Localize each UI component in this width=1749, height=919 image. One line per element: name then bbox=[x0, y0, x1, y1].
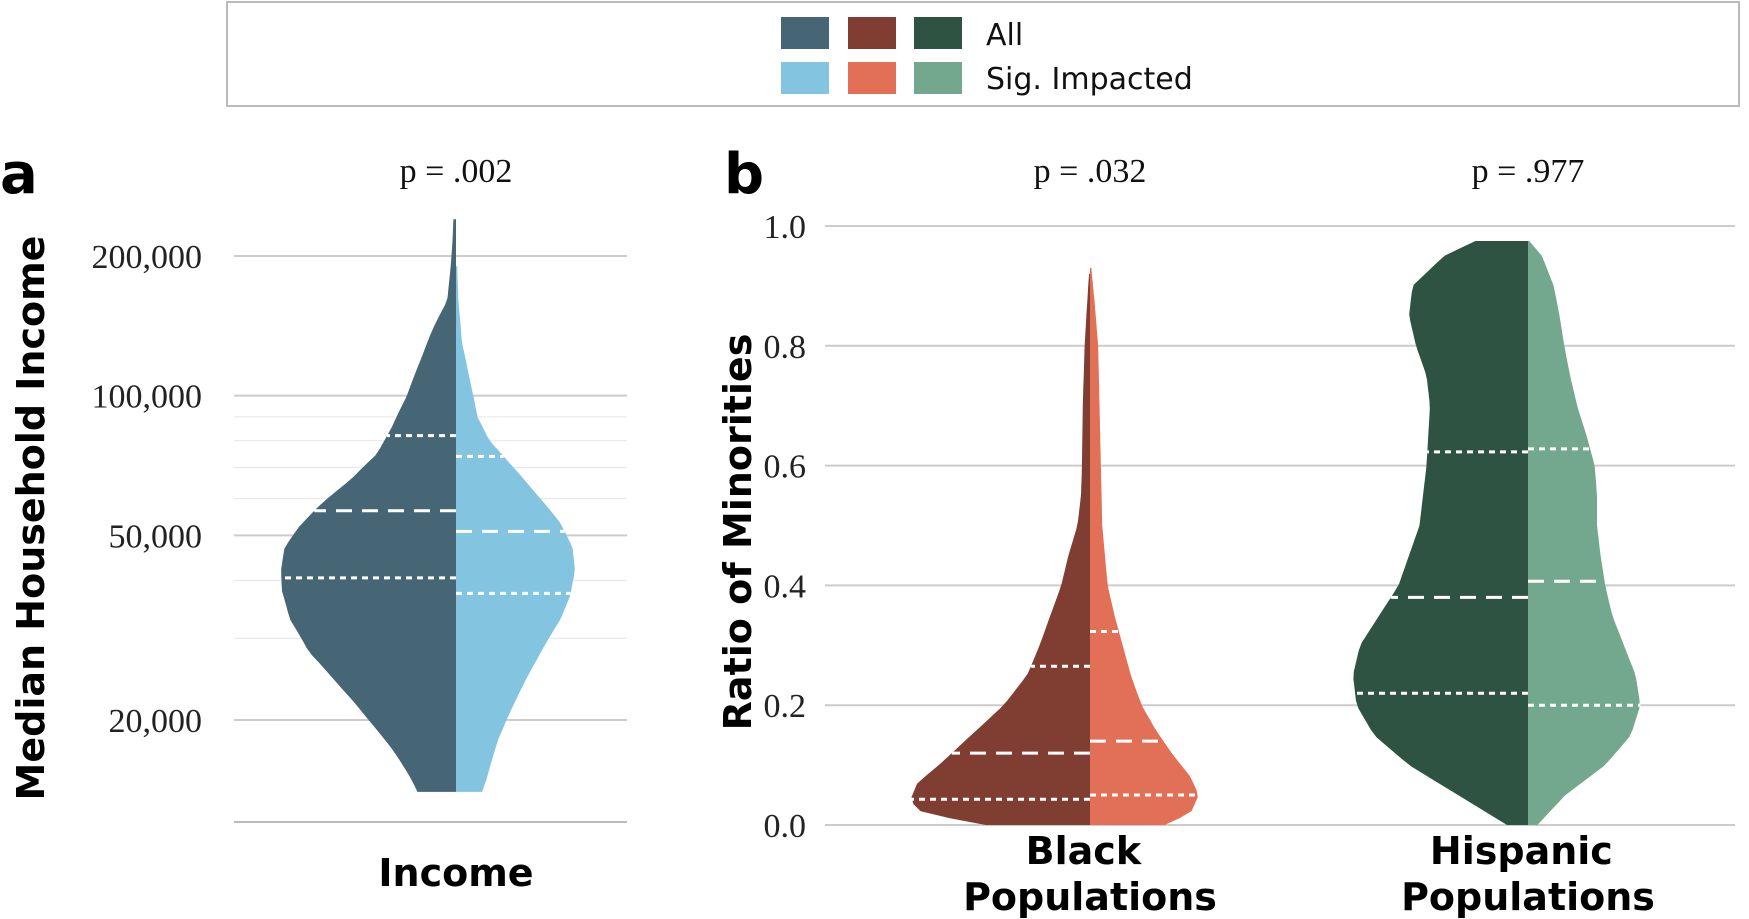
legend-swatch-all-income bbox=[781, 17, 829, 49]
y-tick-label: 0.6 bbox=[764, 449, 807, 486]
y-tick-label: 0.2 bbox=[764, 688, 807, 725]
panel-a-y-ticks: 20,000 50,000 100,000 200,000 bbox=[92, 239, 203, 740]
y-tick-label: 20,000 bbox=[109, 703, 203, 740]
y-tick-label: 0.8 bbox=[764, 329, 807, 366]
p-value-black: p = .032 bbox=[1034, 153, 1147, 190]
legend-swatch-all-hispanic bbox=[914, 17, 962, 49]
violin-hispanic-sig-body bbox=[1528, 241, 1640, 825]
y-tick-label: 100,000 bbox=[92, 379, 203, 416]
x-label-black-line-2: Populations bbox=[963, 875, 1217, 919]
legend-swatch-sig-income bbox=[781, 62, 829, 94]
panel-label-b: b bbox=[724, 142, 764, 207]
panel-b-violins bbox=[910, 241, 1641, 825]
x-label-black-line-1: Black bbox=[1026, 829, 1142, 873]
legend: All Sig. Impacted bbox=[226, 1, 1740, 107]
violin-black-sig-body bbox=[1090, 267, 1198, 825]
y-tick-label: 0.4 bbox=[764, 568, 807, 605]
legend-label-all: All bbox=[986, 18, 1023, 53]
panel-a-violins bbox=[281, 219, 575, 792]
violin-hispanic-all-body bbox=[1353, 241, 1528, 825]
legend-swatch-sig-black bbox=[848, 62, 896, 94]
legend-swatch-all-black bbox=[848, 17, 896, 49]
x-label-hispanic-line-1: Hispanic bbox=[1430, 829, 1613, 873]
legend-frame bbox=[226, 1, 1740, 107]
x-label-hispanic-line-2: Populations bbox=[1401, 875, 1655, 919]
p-value-income: p = .002 bbox=[400, 153, 513, 190]
x-label-black-populations: Black Populations bbox=[963, 829, 1217, 919]
y-axis-title-income: Median Household Income bbox=[9, 236, 53, 801]
panel-b-plot: 0.0 0.2 0.4 0.6 0.8 1.0 p = .032 p = .977 Bla… bbox=[764, 153, 1735, 919]
panel-a-plot: 20,000 50,000 100,000 200,000 p = .002 Inco… bbox=[92, 153, 627, 895]
violin-black-all-body bbox=[911, 273, 1090, 825]
x-label-hispanic-populations: Hispanic Populations bbox=[1401, 829, 1655, 919]
legend-label-sig-impacted: Sig. Impacted bbox=[986, 62, 1193, 97]
panel-b-gridlines bbox=[825, 225, 1735, 826]
y-tick-label: 200,000 bbox=[92, 239, 203, 276]
y-tick-label: 0.0 bbox=[764, 808, 807, 845]
violin-income-sig-body bbox=[456, 266, 575, 792]
y-tick-label: 50,000 bbox=[109, 518, 203, 555]
y-axis-title-minorities: Ratio of Minorities bbox=[716, 334, 760, 731]
y-tick-label: 1.0 bbox=[764, 209, 807, 246]
p-value-hispanic: p = .977 bbox=[1472, 153, 1585, 190]
legend-swatch-sig-hispanic bbox=[914, 62, 962, 94]
panel-label-a: a bbox=[0, 142, 38, 207]
panel-b-y-ticks: 0.0 0.2 0.4 0.6 0.8 1.0 bbox=[764, 209, 807, 845]
x-label-income: Income bbox=[378, 851, 533, 895]
violin-income-all-body bbox=[281, 219, 456, 792]
